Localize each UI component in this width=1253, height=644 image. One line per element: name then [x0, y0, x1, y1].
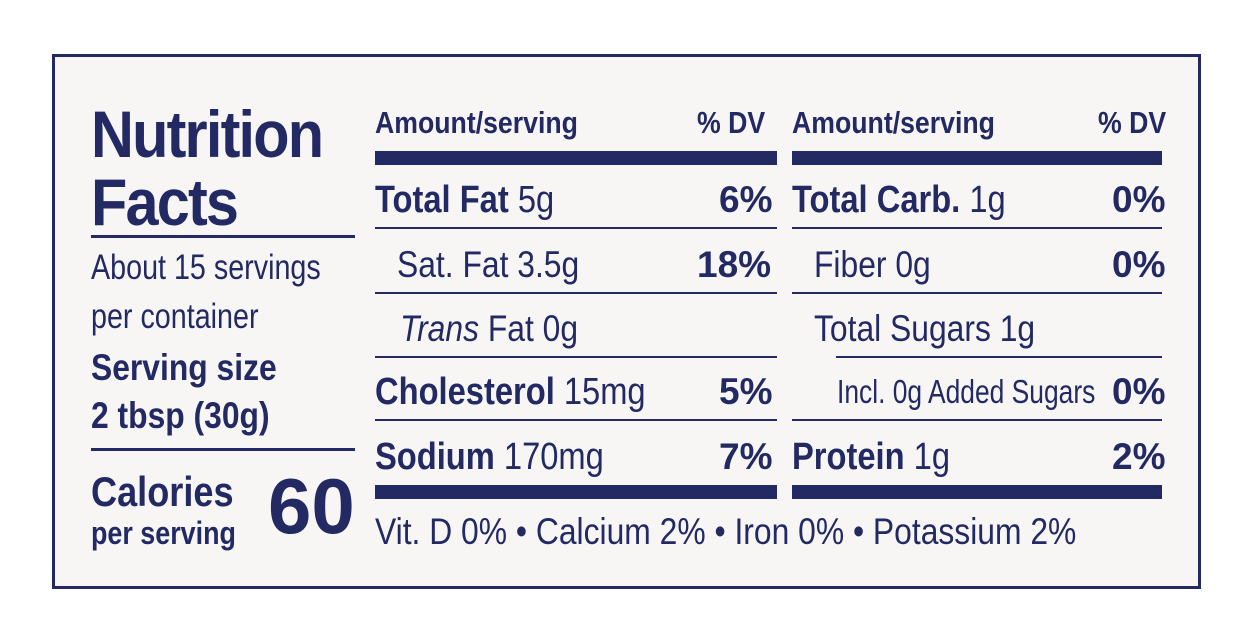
total-fat-dv: 6% — [719, 179, 773, 220]
row-divider — [792, 419, 1162, 421]
protein-dv: 2% — [1112, 436, 1166, 477]
thick-rule-bottom-right — [792, 485, 1162, 499]
row-divider — [375, 419, 777, 421]
thick-rule-bottom-left — [375, 485, 777, 499]
calories-per-serving: per serving — [91, 515, 236, 551]
nutrition-label: Nutrition Facts About 15 servings per co… — [52, 54, 1201, 589]
thick-rule-top-left — [375, 151, 777, 165]
title-divider — [91, 235, 355, 238]
row-divider — [792, 292, 1162, 294]
servings-per-container: About 15 servings — [91, 248, 321, 287]
amount-header-right: Amount/serving — [792, 105, 995, 140]
added-sugars-dv: 0% — [1112, 371, 1166, 412]
row-divider — [375, 227, 777, 229]
row-divider — [836, 356, 1162, 358]
total-carb-dv: 0% — [1112, 179, 1166, 220]
row-divider — [792, 227, 1162, 229]
cholesterol-dv: 5% — [719, 371, 773, 412]
serving-size-label: Serving size — [91, 347, 277, 388]
row-total-sugars: Total Sugars 1g — [814, 308, 1036, 349]
fiber-dv: 0% — [1112, 244, 1166, 285]
row-total-carb: Total Carb. 1g — [792, 179, 1006, 221]
servings-per-container-2: per container — [91, 297, 259, 336]
dv-header-left: % DV — [697, 105, 766, 140]
sodium-dv: 7% — [719, 436, 773, 477]
row-fiber: Fiber 0g — [814, 244, 931, 285]
title-facts: Facts — [91, 165, 239, 239]
calories-label: Calories — [91, 468, 234, 515]
row-divider — [375, 356, 777, 358]
serving-size-value: 2 tbsp (30g) — [91, 395, 270, 436]
title-nutrition: Nutrition — [91, 97, 324, 171]
row-protein: Protein 1g — [792, 436, 951, 478]
micronutrients-footer: Vit. D 0% • Calcium 2% • Iron 0% • Potas… — [375, 511, 1077, 552]
serving-divider — [91, 448, 355, 451]
calories-value: 60 — [268, 462, 355, 550]
dv-header-right: % DV — [1098, 105, 1167, 140]
row-sat-fat: Sat. Fat 3.5g — [397, 244, 580, 285]
row-divider — [375, 292, 777, 294]
row-total-fat: Total Fat 5g — [375, 179, 555, 221]
row-added-sugars: Incl. 0g Added Sugars — [837, 373, 1096, 410]
row-cholesterol: Cholesterol 15mg — [375, 371, 646, 413]
row-trans-fat: Trans Fat 0g — [400, 308, 579, 349]
row-sodium: Sodium 170mg — [375, 436, 604, 478]
thick-rule-top-right — [792, 151, 1162, 165]
sat-fat-dv: 18% — [697, 244, 772, 285]
amount-header-left: Amount/serving — [375, 105, 578, 140]
